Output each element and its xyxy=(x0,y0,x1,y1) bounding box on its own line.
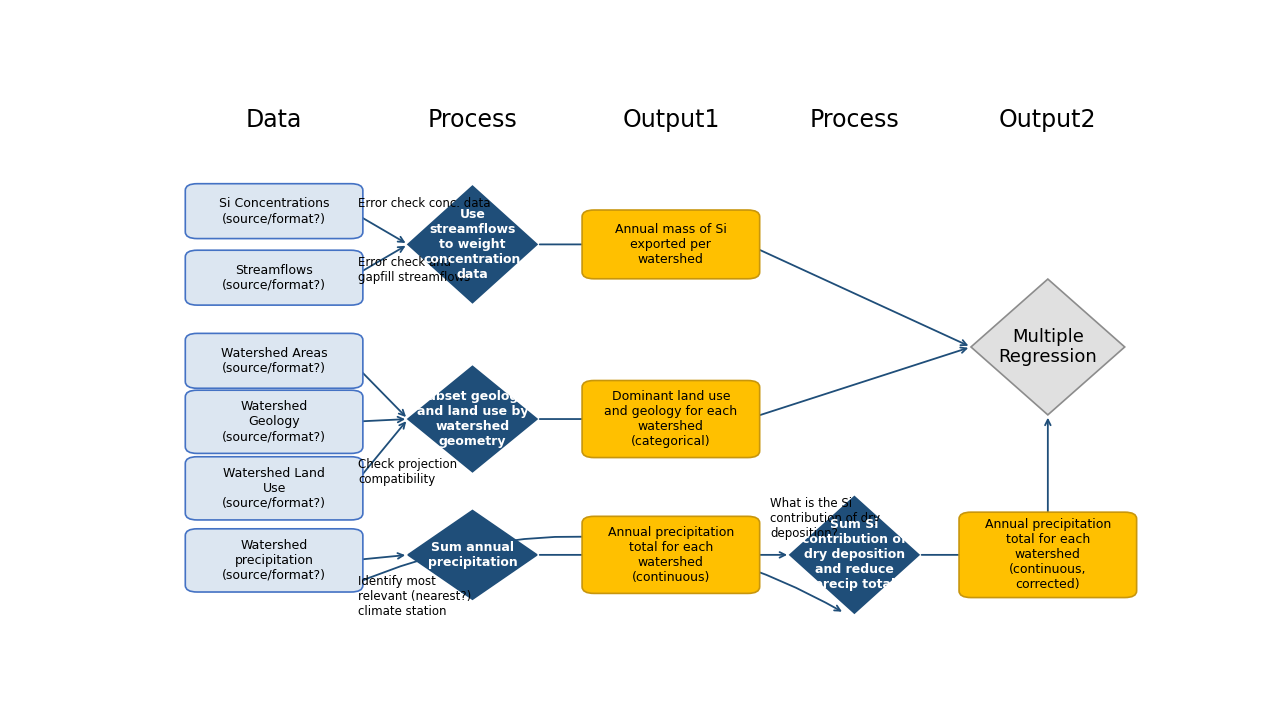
Text: Identify most
relevant (nearest?)
climate station: Identify most relevant (nearest?) climat… xyxy=(358,575,471,618)
Text: Process: Process xyxy=(428,108,517,132)
Text: Si Concentrations
(source/format?): Si Concentrations (source/format?) xyxy=(219,197,329,225)
FancyBboxPatch shape xyxy=(186,251,362,305)
Polygon shape xyxy=(972,279,1125,415)
Text: Annual precipitation
total for each
watershed
(continuous,
corrected): Annual precipitation total for each wate… xyxy=(984,518,1111,591)
Text: Watershed
precipitation
(source/format?): Watershed precipitation (source/format?) xyxy=(223,539,326,582)
Text: Subset geology
and land use by
watershed
geometry: Subset geology and land use by watershed… xyxy=(417,390,529,448)
Text: Sum Si
contribution of
dry deposition
and reduce
precip total: Sum Si contribution of dry deposition an… xyxy=(803,518,906,591)
Text: Output1: Output1 xyxy=(622,108,719,132)
Text: Data: Data xyxy=(246,108,302,132)
FancyBboxPatch shape xyxy=(582,210,759,279)
FancyBboxPatch shape xyxy=(186,528,362,592)
Text: Dominant land use
and geology for each
watershed
(categorical): Dominant land use and geology for each w… xyxy=(604,390,737,448)
Text: Watershed
Geology
(source/format?): Watershed Geology (source/format?) xyxy=(223,400,326,444)
FancyBboxPatch shape xyxy=(959,512,1137,598)
Polygon shape xyxy=(408,510,538,599)
Text: Watershed Areas
(source/format?): Watershed Areas (source/format?) xyxy=(220,347,328,375)
Text: Use
streamflows
to weight
concentration
data: Use streamflows to weight concentration … xyxy=(424,208,521,281)
Text: Watershed Land
Use
(source/format?): Watershed Land Use (source/format?) xyxy=(223,467,326,510)
Text: Process: Process xyxy=(809,108,900,132)
Text: What is the Si
contribution of dry
deposition?: What is the Si contribution of dry depos… xyxy=(771,498,881,540)
FancyBboxPatch shape xyxy=(186,390,362,454)
FancyBboxPatch shape xyxy=(186,333,362,388)
Text: Streamflows
(source/format?): Streamflows (source/format?) xyxy=(223,264,326,292)
Polygon shape xyxy=(408,366,538,472)
FancyBboxPatch shape xyxy=(582,380,759,458)
Polygon shape xyxy=(408,186,538,302)
Text: Annual precipitation
total for each
watershed
(continuous): Annual precipitation total for each wate… xyxy=(608,526,733,584)
FancyBboxPatch shape xyxy=(186,184,362,238)
Text: Check projection
compatibility: Check projection compatibility xyxy=(358,458,457,486)
FancyBboxPatch shape xyxy=(186,456,362,520)
Text: Output2: Output2 xyxy=(1000,108,1097,132)
Text: Multiple
Regression: Multiple Regression xyxy=(998,328,1097,366)
FancyBboxPatch shape xyxy=(582,516,759,593)
Text: Sum annual
precipitation: Sum annual precipitation xyxy=(428,541,517,569)
Polygon shape xyxy=(790,497,919,613)
Text: Error check conc. data: Error check conc. data xyxy=(358,197,492,210)
Text: Error check and
gapfill streamflows: Error check and gapfill streamflows xyxy=(358,256,471,284)
Text: Annual mass of Si
exported per
watershed: Annual mass of Si exported per watershed xyxy=(614,223,727,266)
